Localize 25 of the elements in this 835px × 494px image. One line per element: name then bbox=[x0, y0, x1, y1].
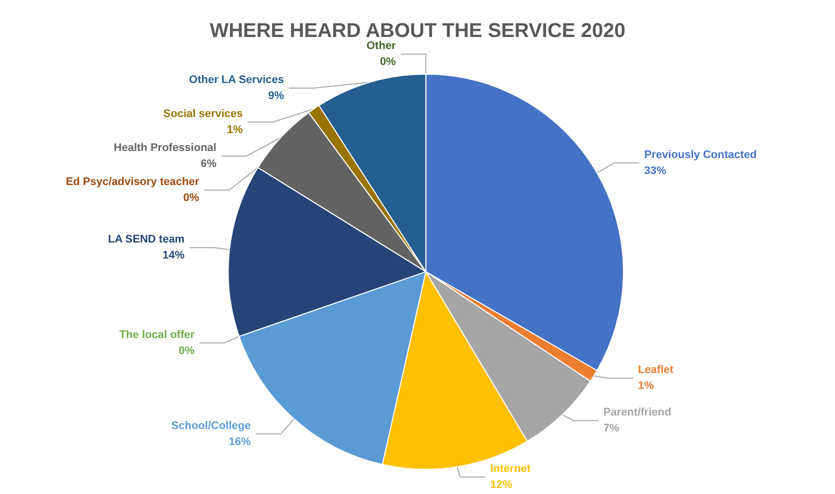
chart-title: WHERE HEARD ABOUT THE SERVICE 2020 bbox=[210, 20, 626, 42]
legend-label: The local offer bbox=[119, 328, 196, 341]
data-label: 6% bbox=[200, 158, 217, 170]
text: 0% bbox=[380, 56, 396, 68]
data-label: 1% bbox=[226, 124, 244, 136]
data-label: 1% bbox=[638, 380, 654, 392]
category-label: Other bbox=[366, 40, 396, 52]
data-label: 33% bbox=[644, 164, 667, 177]
slice-label: School/College bbox=[171, 420, 251, 432]
data-label: 12% bbox=[490, 479, 512, 491]
data-label: 16% bbox=[228, 436, 251, 448]
slice-label: Parent/friend bbox=[603, 406, 672, 419]
slice-label: Leaflet bbox=[638, 364, 674, 376]
slice-label: Other LA Services bbox=[189, 74, 284, 86]
slice-label: Social services bbox=[163, 108, 243, 120]
data-label: 9% bbox=[268, 90, 284, 102]
legend-label: Ed Psyc/advisory teacher bbox=[66, 176, 200, 188]
text: 0% bbox=[178, 344, 195, 357]
data-label: 14% bbox=[162, 250, 185, 262]
text: 0% bbox=[183, 192, 200, 204]
slice-label: Previously Contacted bbox=[644, 148, 757, 161]
slice-label: LA SEND team bbox=[108, 234, 185, 246]
slice-label: Internet bbox=[490, 463, 531, 475]
slice-label: Health Professional bbox=[114, 142, 216, 154]
data-label: 7% bbox=[603, 422, 620, 435]
